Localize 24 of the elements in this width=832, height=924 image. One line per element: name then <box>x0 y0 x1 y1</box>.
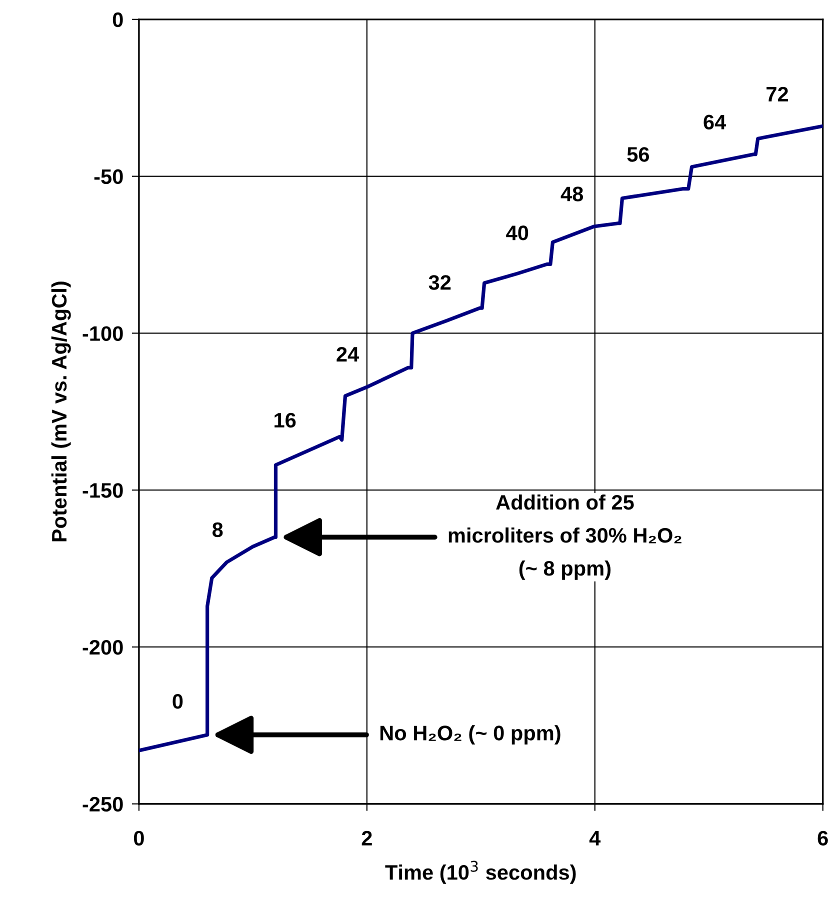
annotation: 16 <box>274 412 296 428</box>
y-axis-title: Potential (mV vs. Ag/AgCl) <box>51 282 71 542</box>
y-tick-label: -250 <box>82 796 123 812</box>
annotation: Addition of 25 microliters of 30% H₂O₂ (~ 8 ppm) <box>448 494 682 580</box>
x-tick-label: 0 <box>134 830 144 846</box>
annotation: 24 <box>336 346 360 362</box>
annotation: 56 <box>627 147 650 162</box>
annotation: 48 <box>560 186 584 202</box>
annotation: 0 <box>172 694 183 709</box>
y-tick-label: -50 <box>94 169 123 184</box>
x-tick-label: 4 <box>589 831 601 846</box>
annotation: 32 <box>428 275 451 290</box>
annotation: 8 <box>212 522 223 538</box>
annotation: No H₂O₂ (~ 0 ppm) <box>380 725 560 745</box>
y-tick-label: -200 <box>82 640 123 655</box>
annotation: 64 <box>704 114 726 130</box>
y-tick-label: -150 <box>82 483 123 498</box>
x-tick-label: 6 <box>818 830 828 846</box>
annotation: 72 <box>766 86 788 102</box>
y-tick-label: 0 <box>112 12 123 28</box>
x-axis-title: Time (10$^{3}$ seconds) <box>385 860 576 884</box>
y-tick-label: -100 <box>82 326 123 341</box>
annotation: 40 <box>506 226 528 240</box>
x-tick-label: 2 <box>362 830 372 846</box>
